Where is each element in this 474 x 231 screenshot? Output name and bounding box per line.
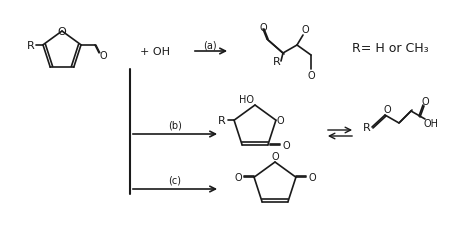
Text: + OH: + OH	[140, 47, 170, 57]
Text: O: O	[307, 71, 315, 81]
Text: O: O	[301, 25, 309, 35]
Text: HO: HO	[239, 94, 255, 105]
Text: R: R	[273, 57, 281, 67]
Text: (a): (a)	[203, 40, 217, 50]
Text: O: O	[271, 151, 279, 161]
Text: R: R	[27, 41, 35, 51]
Text: O: O	[421, 97, 429, 106]
Text: O: O	[99, 51, 107, 61]
Text: O: O	[234, 173, 242, 182]
Text: (b): (b)	[168, 121, 182, 131]
Text: O: O	[383, 105, 391, 115]
Text: OH: OH	[423, 119, 438, 128]
Text: O: O	[282, 140, 290, 150]
Text: R= H or CH₃: R= H or CH₃	[352, 41, 428, 54]
Text: R: R	[363, 122, 371, 132]
Text: R: R	[218, 116, 226, 126]
Text: O: O	[58, 27, 66, 37]
Text: O: O	[308, 173, 316, 182]
Text: O: O	[276, 116, 284, 126]
Text: O: O	[259, 23, 267, 33]
Text: (c): (c)	[168, 175, 182, 185]
